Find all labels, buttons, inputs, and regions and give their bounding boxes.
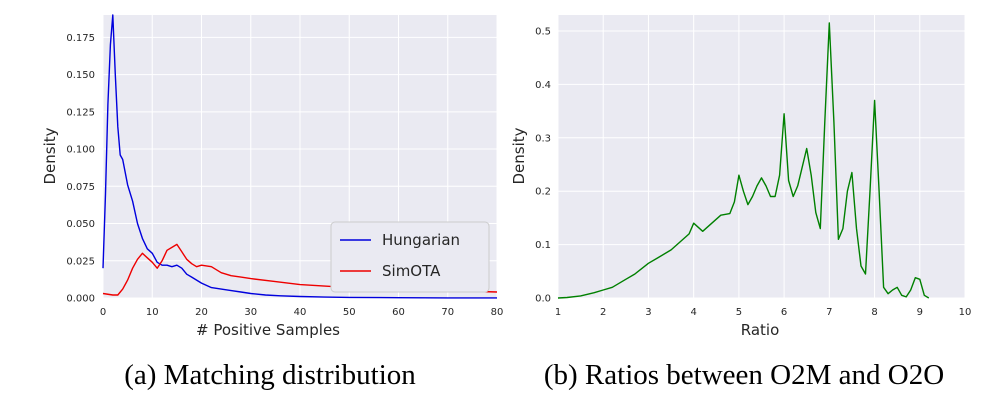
- y-axis-label-a: Density: [41, 127, 59, 184]
- y-tick-label: 0.175: [66, 33, 95, 44]
- x-tick-label: 2: [600, 307, 606, 318]
- series-line-hungarian: [102, 14, 497, 299]
- x-tick-label: 70: [441, 307, 454, 318]
- caption-b: (b) Ratios between O2M and O2O: [544, 359, 944, 391]
- x-tick-label: 80: [491, 307, 504, 318]
- y-tick-label: 0.5: [535, 27, 551, 38]
- grid-b: [557, 15, 966, 299]
- x-tick-labels-a: 0 10 20 30 40 50 60 70 80: [100, 307, 504, 318]
- y-tick-label: 0.2: [535, 187, 551, 198]
- panel-a-matching-distribution: 0 10 20 30 40 50 60 70 80 0.0000.0250.0500.0750.…: [41, 14, 504, 391]
- x-tick-label: 4: [690, 307, 696, 318]
- y-tick-label: 0.000: [66, 294, 95, 305]
- x-tick-label: 30: [244, 307, 257, 318]
- series-line-ratio-density: [557, 22, 930, 299]
- y-tick-label: 0.150: [66, 70, 95, 81]
- legend-label-hungarian: Hungarian: [382, 231, 460, 249]
- y-tick-label: 0.1: [535, 240, 551, 251]
- x-axis-label-a: # Positive Samples: [196, 321, 340, 339]
- legend-label-simota: SimOTA: [382, 262, 441, 280]
- y-tick-label: 0.4: [535, 80, 551, 91]
- x-tick-label: 1: [555, 307, 561, 318]
- series-line-simota: [102, 243, 498, 296]
- caption-a: (a) Matching distribution: [124, 359, 416, 391]
- y-tick-label: 0.025: [66, 256, 95, 267]
- x-tick-label: 3: [645, 307, 651, 318]
- x-tick-label: 10: [146, 307, 159, 318]
- y-tick-label: 0.075: [66, 182, 95, 193]
- series-a: [102, 14, 498, 299]
- x-tick-label: 6: [781, 307, 787, 318]
- series-b: [557, 22, 930, 299]
- x-tick-label: 0: [100, 307, 106, 318]
- y-tick-label: 0.050: [66, 219, 95, 230]
- x-tick-label: 10: [959, 307, 972, 318]
- panel-b-ratios: 1 2 3 4 5 6 7 8 9 10 0.0 0.1 0.2 0.3 0.4 0.5 Ratio Den…: [510, 15, 971, 391]
- y-tick-labels-b: 0.0 0.1 0.2 0.3 0.4 0.5: [535, 27, 551, 305]
- x-tick-label: 8: [871, 307, 877, 318]
- x-tick-label: 20: [195, 307, 208, 318]
- x-tick-label: 5: [736, 307, 742, 318]
- x-tick-label: 40: [294, 307, 307, 318]
- y-tick-labels-a: 0.000 0.025 0.050 0.075 0.100 0.125 0.150 0.175: [66, 33, 95, 305]
- y-tick-label: 0.100: [66, 145, 95, 156]
- legend-a: Hungarian SimOTA: [330, 221, 490, 293]
- plot-area-b: [558, 15, 965, 298]
- y-axis-label-b: Density: [510, 127, 528, 184]
- y-tick-label: 0.125: [66, 107, 95, 118]
- x-tick-labels-b: 1 2 3 4 5 6 7 8 9 10: [555, 307, 972, 318]
- x-tick-label: 50: [343, 307, 356, 318]
- x-axis-label-b: Ratio: [741, 321, 780, 339]
- x-tick-label: 60: [392, 307, 405, 318]
- x-tick-label: 9: [917, 307, 923, 318]
- y-tick-label: 0.3: [535, 133, 551, 144]
- y-tick-label: 0.0: [535, 294, 551, 305]
- x-tick-label: 7: [826, 307, 832, 318]
